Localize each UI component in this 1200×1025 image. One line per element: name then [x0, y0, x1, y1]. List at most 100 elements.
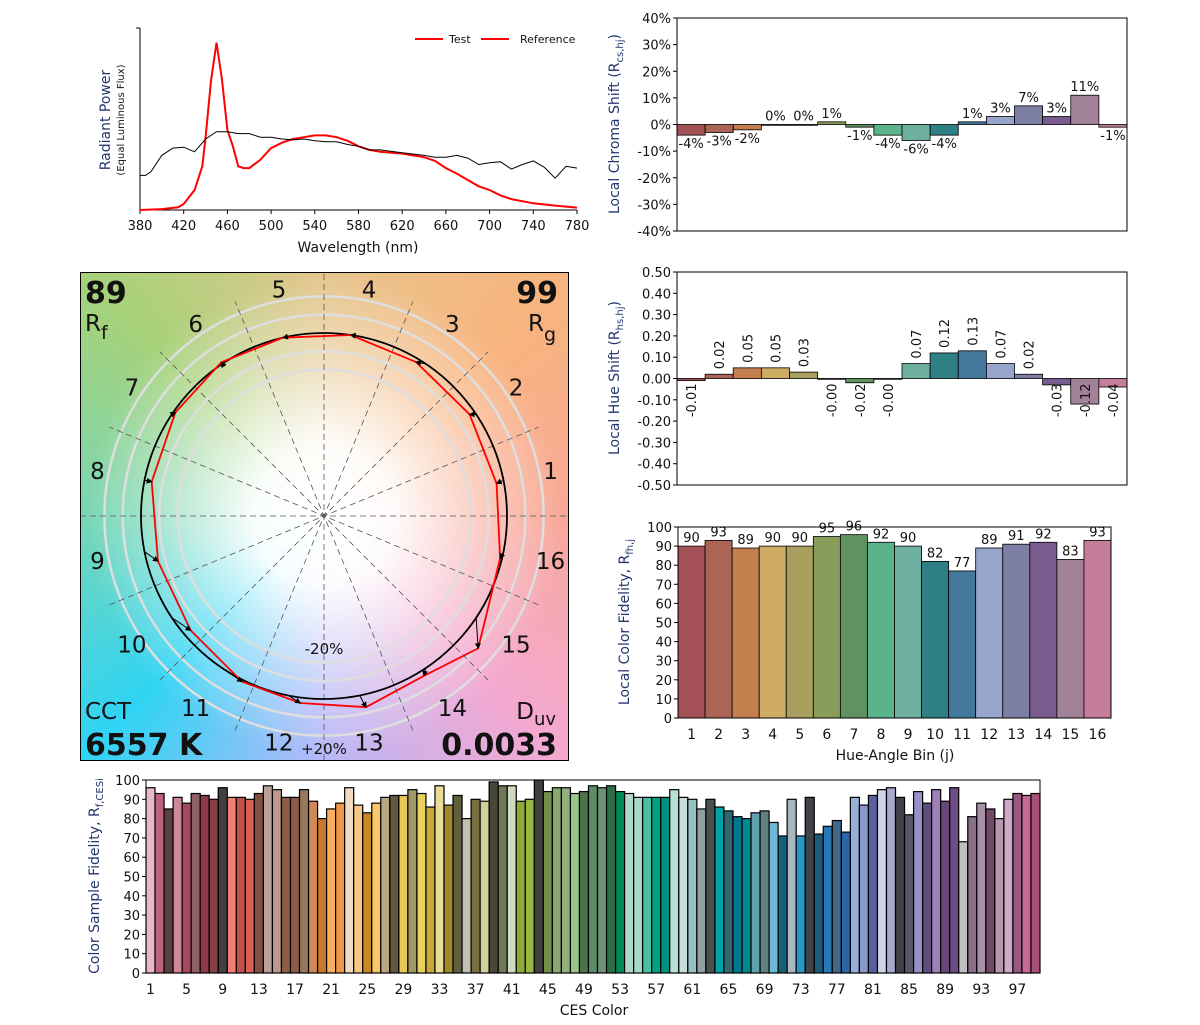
axis-label-text: Local Hue Shift (R: [607, 330, 623, 455]
y-tick-label: 0: [664, 712, 672, 727]
x-tick-label: 97: [1009, 982, 1027, 998]
ring-label-plus: +20%: [301, 740, 347, 758]
x-tick-label: 69: [756, 982, 774, 998]
cct-label: CCT: [85, 699, 132, 725]
hue-shift-chart: -0.01 0.02 0.05 0.05 0.03 -0.00 -0.02 -0.00 0.07…: [637, 266, 1128, 494]
bar: [957, 350, 987, 379]
x-tick-label: 420: [171, 219, 196, 234]
bar: [163, 808, 174, 974]
bar: [1098, 124, 1128, 128]
bar: [704, 539, 733, 719]
bar: [235, 796, 246, 974]
x-tick-label: 14: [1034, 727, 1052, 743]
bin-label: 1: [543, 459, 558, 485]
bar: [371, 802, 382, 974]
data-label: 89: [981, 533, 998, 548]
bar: [785, 545, 814, 719]
data-label: 93: [710, 525, 727, 540]
y-axis-label: Radiant Power: [98, 70, 114, 171]
bin-label: 10: [117, 632, 146, 658]
reference-circle: [140, 332, 508, 700]
bar: [497, 785, 508, 974]
bar: [660, 796, 671, 974]
bar: [949, 787, 960, 974]
data-label: -1%: [847, 129, 872, 144]
bar: [1014, 373, 1044, 379]
bar: [262, 785, 274, 974]
x-tick-label: 21: [322, 982, 340, 998]
y-tick-label: -0.30: [637, 436, 671, 451]
bar: [407, 789, 418, 974]
x-tick-label: 25: [358, 982, 376, 998]
bin-label: 15: [501, 632, 530, 658]
data-label: 0%: [765, 110, 786, 125]
axis-label-subscript: hs,hj: [615, 306, 626, 330]
rf-label-text: R: [85, 311, 101, 337]
y-tick-label: 0.20: [642, 330, 671, 345]
bar: [903, 814, 915, 974]
data-label: 0.03: [798, 338, 813, 367]
axis-label-text: Local Chroma Shift (R: [607, 62, 623, 214]
bar: [921, 560, 950, 719]
bar: [813, 833, 824, 974]
bar: [795, 835, 806, 974]
bar: [1042, 116, 1072, 125]
bar: [929, 124, 959, 136]
bar: [723, 810, 734, 974]
y-tick-label: 10: [123, 948, 140, 963]
data-label: -0.00: [882, 384, 897, 418]
rf-label-sub: f: [101, 322, 109, 344]
y-axis-label: Local Color Fidelity, Rfh,j: [617, 539, 636, 705]
y-tick-label: -10%: [637, 145, 671, 160]
bar: [677, 545, 706, 719]
y-tick-label: 60: [123, 851, 140, 866]
bar: [687, 798, 698, 974]
data-label: 0%: [793, 110, 814, 125]
bar: [452, 794, 463, 974]
bar: [804, 796, 815, 974]
x-axis-label: Wavelength (nm): [298, 240, 419, 256]
bar: [777, 835, 788, 974]
y-tick-label: 10%: [642, 92, 671, 107]
y-tick-label: -0.20: [637, 415, 671, 430]
shift-arrow: [222, 667, 243, 683]
data-label: 1%: [821, 107, 842, 122]
bin-label: 8: [90, 459, 105, 485]
gridline-ring: [158, 350, 490, 682]
x-tick-label: 61: [683, 982, 701, 998]
y-tick-label: 0.30: [642, 309, 671, 324]
bar: [461, 817, 472, 974]
x-tick-label: 7: [849, 727, 858, 743]
data-label: 90: [792, 531, 809, 546]
x-tick-label: 660: [433, 219, 458, 234]
x-tick-label: 540: [302, 219, 327, 234]
y-tick-label: -0.10: [637, 394, 671, 409]
bar: [605, 785, 617, 974]
y-tick-label: -0.50: [637, 479, 671, 494]
y-tick-label: 20: [123, 928, 140, 943]
bar: [425, 806, 436, 974]
y-tick-label: 60: [655, 597, 672, 612]
vector-graphic-frame: [80, 272, 569, 761]
y-tick-label: 0.40: [642, 287, 671, 302]
axis-label-text: ): [607, 34, 623, 39]
y-axis-sublabel: (Equal Luminous Flux): [116, 64, 127, 175]
bar: [389, 794, 400, 974]
x-tick-label: 45: [539, 982, 557, 998]
shift-arrow: [288, 695, 302, 704]
bar: [488, 781, 499, 974]
y-tick-label: 80: [655, 559, 672, 574]
bar: [190, 792, 201, 974]
y-tick-label: 70: [655, 578, 672, 593]
bar: [587, 785, 599, 974]
y-tick-label: 50: [123, 871, 140, 886]
y-tick-label: 20%: [642, 65, 671, 80]
x-tick-label: 780: [565, 219, 590, 234]
bar: [335, 802, 346, 974]
bar: [145, 787, 156, 974]
bar: [560, 787, 572, 974]
bar: [253, 792, 264, 974]
bar: [678, 796, 689, 974]
x-tick-label: 85: [900, 982, 918, 998]
